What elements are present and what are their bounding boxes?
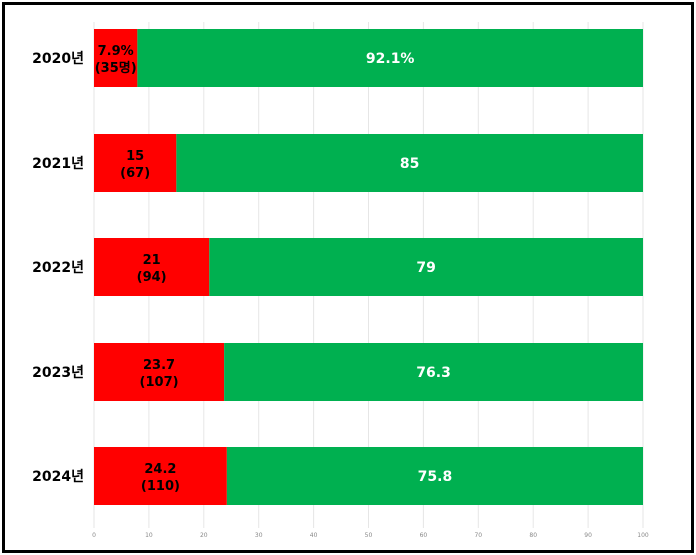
x-tick-label: 90 (584, 532, 592, 539)
x-tick-label: 0 (92, 532, 96, 539)
bar-segment-red (94, 29, 138, 87)
data-sublabel: (35명) (95, 60, 137, 76)
category-label: 2021년 (32, 156, 84, 172)
bar-segment-red (94, 447, 227, 505)
x-tick-label: 80 (529, 532, 537, 539)
bar-segment-red (94, 238, 210, 296)
bar-segment-green (224, 343, 643, 401)
category-label: 2023년 (32, 365, 84, 381)
category-label: 2024년 (32, 469, 84, 485)
data-label: 76.3 (416, 365, 451, 381)
x-tick-label: 100 (637, 532, 649, 539)
bar-segment-green (137, 29, 643, 87)
x-tick-label: 70 (474, 532, 482, 539)
x-tick-label: 40 (310, 532, 318, 539)
bar-segment-green (209, 238, 644, 296)
x-tick-label: 10 (145, 532, 153, 539)
category-label: 2020년 (32, 51, 84, 67)
x-tick-label: 30 (255, 532, 263, 539)
data-label: 75.8 (418, 469, 453, 485)
data-sublabel: (107) (140, 375, 179, 390)
bar-segment-green (226, 447, 643, 505)
bar-segment-red (94, 343, 225, 401)
bar-segment-red (94, 134, 177, 192)
data-label: 85 (400, 156, 419, 172)
data-label: 92.1% (366, 51, 415, 67)
bar-segment-green (176, 134, 643, 192)
x-tick-label: 60 (420, 532, 428, 539)
data-label: 7.9% (98, 44, 134, 59)
data-label: 15 (126, 149, 144, 164)
data-label: 79 (416, 260, 435, 276)
x-tick-label: 20 (200, 532, 208, 539)
data-label: 21 (143, 253, 161, 268)
data-sublabel: (67) (120, 166, 150, 181)
data-sublabel: (110) (141, 479, 180, 494)
data-label: 24.2 (144, 462, 176, 477)
x-tick-label: 50 (365, 532, 373, 539)
data-label: 23.7 (143, 358, 175, 373)
category-label: 2022년 (32, 260, 84, 276)
data-sublabel: (94) (137, 270, 167, 285)
